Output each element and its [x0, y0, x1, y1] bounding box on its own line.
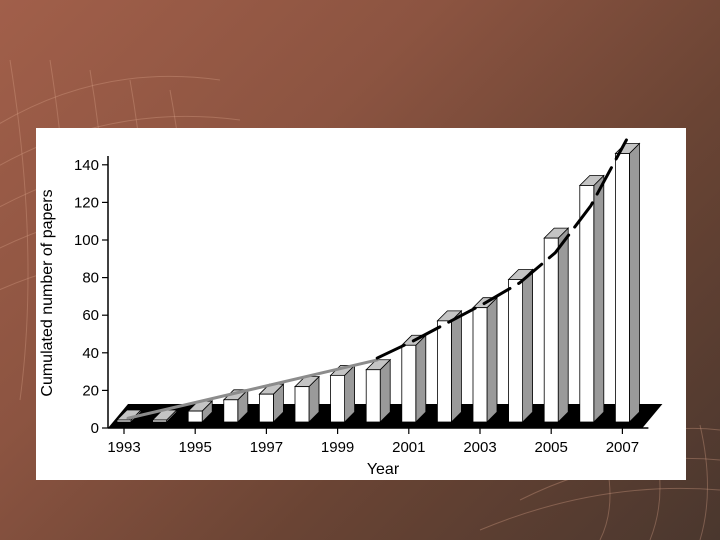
y-tick-label: 40 — [82, 345, 99, 362]
x-tick-label: 1999 — [321, 439, 354, 456]
bar-2004 — [507, 268, 534, 423]
bar-side — [522, 268, 534, 423]
x-tick-label: 2003 — [463, 439, 496, 456]
x-axis-title: Year — [367, 461, 400, 478]
y-tick-label: 120 — [74, 194, 99, 211]
bar-front — [472, 307, 488, 423]
bar-2003 — [472, 296, 498, 423]
bar-front — [330, 374, 346, 423]
y-tick-label: 140 — [74, 157, 99, 174]
trend-line-2 — [375, 138, 628, 360]
y-tick-label: 20 — [82, 382, 99, 399]
x-tick-label: 1993 — [107, 439, 140, 456]
bar-2001 — [400, 334, 427, 423]
chart-panel: 0 20 40 60 80 100 120 140 1993 1995 1997 1999 2001 2… — [36, 128, 686, 480]
y-tick-label: 0 — [91, 420, 99, 437]
bar-1998 — [294, 375, 320, 423]
bar-side — [379, 358, 391, 423]
bar-1996 — [222, 388, 249, 423]
bar-1994 — [151, 409, 178, 423]
bar-2005 — [543, 227, 570, 423]
x-tick-label: 1997 — [250, 439, 283, 456]
bar-front — [258, 393, 274, 423]
bar-2000 — [365, 358, 392, 423]
bar-side — [593, 174, 605, 423]
bar-front — [187, 410, 203, 423]
y-tick-label: 100 — [74, 232, 99, 249]
bar-front — [615, 153, 630, 423]
bar-side — [415, 334, 427, 423]
bar-2006 — [578, 174, 605, 423]
x-tick-label: 2001 — [392, 439, 425, 456]
bar-front — [365, 369, 381, 423]
trend-line-1 — [126, 358, 379, 420]
bar-front — [152, 419, 167, 423]
y-tick-label: 60 — [82, 307, 99, 324]
bar-front — [223, 399, 239, 423]
bar-front — [401, 344, 417, 423]
bar-1997 — [258, 383, 285, 423]
bar-2002 — [436, 309, 463, 423]
bar-side — [486, 296, 498, 423]
bar-front — [579, 185, 595, 423]
bar-front — [116, 419, 132, 423]
bar-side — [629, 142, 640, 423]
bar-front — [543, 237, 559, 423]
bar-front — [294, 386, 310, 423]
bar-side — [557, 227, 569, 423]
bar-side — [450, 309, 462, 423]
bar-front — [436, 320, 452, 423]
x-tick-label: 2005 — [535, 439, 568, 456]
bar-chart: 0 20 40 60 80 100 120 140 1993 1995 1997 1999 2001 2… — [39, 138, 663, 478]
bar-1999 — [329, 364, 356, 423]
x-tick-label: 1995 — [179, 439, 212, 456]
y-tick-label: 80 — [82, 270, 99, 287]
bar-front — [508, 279, 524, 423]
y-axis-title: Cumulated number of papers — [39, 189, 56, 396]
bar-2007 — [614, 142, 641, 423]
bar-1995 — [187, 400, 214, 423]
x-tick-label: 2007 — [606, 439, 639, 456]
